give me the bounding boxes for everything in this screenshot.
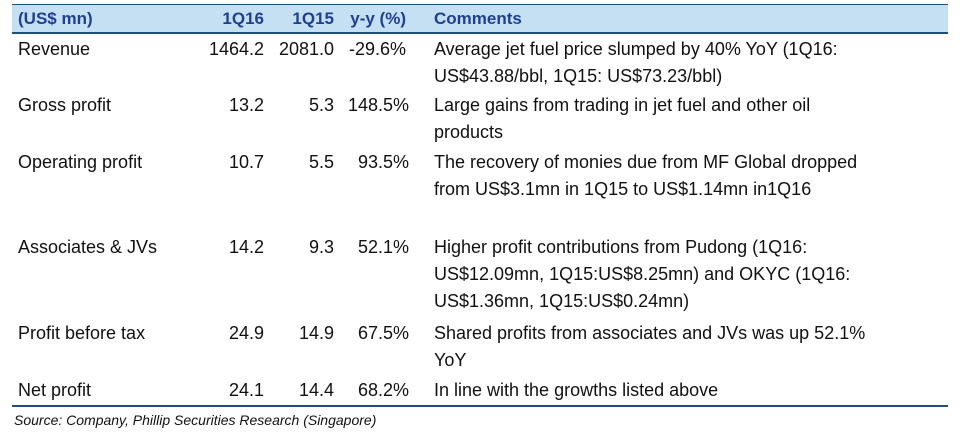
row-1q16-value: 24.9 — [228, 323, 264, 343]
row-yoy-value: 68.2% — [358, 380, 410, 400]
row-comment: Large gains from trading in jet fuel and… — [434, 92, 810, 146]
row-1q16-value: 14.2 — [228, 237, 264, 257]
row-1q16-value: 13.2 — [228, 95, 264, 115]
comment-line: YoY — [434, 350, 467, 370]
row-1q15-value: 5.5 — [308, 152, 334, 172]
table-header-row: (US$ mn) 1Q16 1Q15 y-y (%) Comments — [12, 4, 948, 34]
header-comments: Comments — [434, 9, 522, 28]
source-note: Source: Company, Phillip Securities Rese… — [14, 412, 377, 428]
comment-line: Shared profits from associates and JVs w… — [434, 323, 866, 343]
row-1q16-value: 1464.2 — [208, 39, 264, 59]
comment-line: Large gains from trading in jet fuel and… — [434, 95, 811, 115]
header-label: (US$ mn) — [18, 9, 93, 28]
comment-line: US$1.36mn, 1Q15:US$0.24mn) — [434, 291, 690, 311]
row-label: Profit before tax — [18, 323, 146, 343]
row-label: Operating profit — [18, 152, 143, 172]
row-comment: In line with the growths listed above — [434, 377, 718, 404]
comment-line: products — [434, 122, 504, 142]
row-yoy-value: -29.6% — [348, 39, 406, 59]
row-1q16-value: 24.1 — [228, 380, 264, 400]
comment-line: Average jet fuel price slumped by 40% Yo… — [434, 39, 838, 59]
row-label: Associates & JVs — [18, 237, 158, 257]
row-comment: Shared profits from associates and JVs w… — [434, 320, 865, 374]
row-label: Gross profit — [18, 95, 112, 115]
row-1q15-value: 14.4 — [298, 380, 334, 400]
comment-line: from US$3.1mn in 1Q15 to US$1.14mn in1Q1… — [434, 179, 812, 199]
comment-line: US$43.88/bbl, 1Q15: US$73.23/bbl) — [434, 66, 723, 86]
comment-line: The recovery of monies due from MF Globa… — [434, 152, 858, 172]
row-label: Revenue — [18, 39, 91, 59]
comment-line: Higher profit contributions from Pudong … — [434, 237, 808, 257]
row-label: Net profit — [18, 380, 92, 400]
row-1q16-value: 10.7 — [228, 152, 264, 172]
header-1q16: 1Q16 — [222, 9, 264, 28]
header-1q15: 1Q15 — [292, 9, 334, 28]
financial-summary-table: (US$ mn) 1Q16 1Q15 y-y (%) Comments Reve… — [12, 4, 948, 400]
row-yoy-value: 52.1% — [358, 237, 410, 257]
row-1q15-value: 14.9 — [298, 323, 334, 343]
row-comment: The recovery of monies due from MF Globa… — [434, 149, 857, 203]
table-bottom-rule — [12, 405, 948, 407]
row-1q15-value: 5.3 — [308, 95, 334, 115]
row-yoy-value: 93.5% — [358, 152, 410, 172]
row-1q15-value: 2081.0 — [278, 39, 334, 59]
row-yoy-value: 67.5% — [358, 323, 410, 343]
comment-line: US$12.09mn, 1Q15:US$8.25mn) and OKYC (1Q… — [434, 264, 851, 284]
row-comment: Higher profit contributions from Pudong … — [434, 234, 850, 315]
header-yoy: y-y (%) — [350, 9, 406, 28]
comment-line: In line with the growths listed above — [434, 380, 719, 400]
row-comment: Average jet fuel price slumped by 40% Yo… — [434, 36, 838, 90]
row-1q15-value: 9.3 — [308, 237, 334, 257]
row-yoy-value: 148.5% — [348, 95, 410, 115]
